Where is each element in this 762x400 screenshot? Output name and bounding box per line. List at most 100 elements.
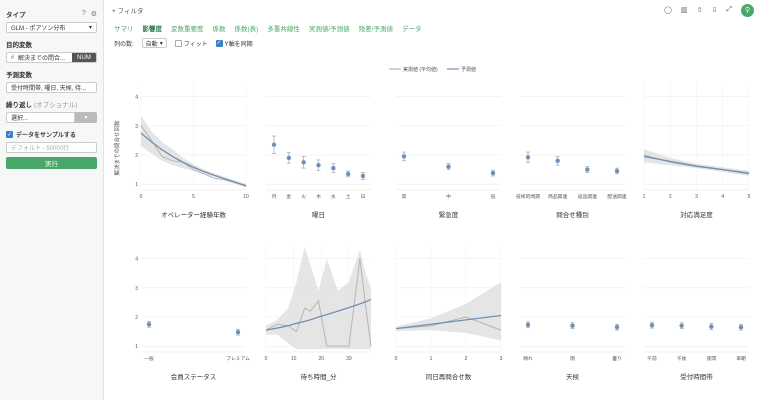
x-tick-label: 1	[430, 356, 433, 362]
target-label: 目的変数	[6, 42, 32, 49]
repeat-select[interactable]: 選択...	[6, 112, 75, 123]
x-tick-label: 4	[721, 194, 724, 200]
y-tick-label: 2	[135, 315, 138, 321]
sync-y-checkbox-row[interactable]: ✓ Y軸を同期	[215, 39, 253, 48]
share-icon[interactable]: ⇧	[696, 7, 703, 14]
data-point	[614, 168, 620, 174]
tab-5[interactable]: 多重共線性	[267, 26, 300, 33]
x-tick-label: 曇り	[612, 355, 622, 362]
chart-title: 問合せ種別	[556, 210, 589, 219]
x-tick-label: 0	[395, 356, 398, 362]
x-tick-label: 月	[272, 194, 277, 200]
x-tick-label: 10	[291, 356, 297, 362]
tab-0[interactable]: サマリ	[114, 26, 134, 33]
x-tick-label: 水	[331, 193, 336, 200]
num-badge: NUM	[72, 53, 96, 62]
data-point	[446, 164, 451, 169]
tab-3[interactable]: 係数	[212, 26, 226, 33]
chart-title: オペレーター経験年数	[161, 210, 227, 219]
expand-icon[interactable]: ⤢	[726, 6, 732, 13]
download-icon[interactable]: ⇩	[711, 7, 718, 14]
data-point	[738, 324, 744, 330]
main-panel: + フィルタ ◯ ▥ ⇧ ⇩ ⤢ ⚲ サマリ 影響度 変数重要度 係数 係数(表) 多重共…	[104, 0, 762, 400]
tab-8[interactable]: データ	[401, 26, 422, 33]
pin-icon[interactable]: ⚲	[741, 3, 754, 17]
target-field[interactable]: # 解決までの問合... NUM	[6, 52, 97, 63]
sync-y-checkbox[interactable]: ✓	[215, 39, 223, 47]
x-tick-label: 商品関連	[548, 193, 567, 200]
chart-title: 待ち時間_分	[300, 372, 337, 381]
help-icon[interactable]: ?	[81, 10, 86, 17]
repeat-label-row: 繰り返し (オプショナル)	[6, 99, 97, 109]
x-tick-label: 30	[346, 356, 352, 362]
options-row: 列の数: 自動 ▾ フィット ✓ Y軸を同期	[104, 36, 762, 50]
type-label: タイプ	[6, 12, 26, 19]
tab-1[interactable]: 影響度	[142, 26, 163, 33]
tab-4[interactable]: 係数(表)	[234, 26, 259, 33]
run-button[interactable]: 実行	[6, 157, 97, 169]
x-tick-label: 3	[695, 194, 698, 200]
comment-icon[interactable]: ◯	[664, 7, 673, 14]
data-point	[679, 323, 684, 328]
sample-checkbox[interactable]: ✓	[6, 131, 13, 138]
gear-icon[interactable]: ⚙	[90, 11, 97, 18]
data-point	[490, 170, 496, 176]
data-point	[525, 155, 531, 160]
chart-title: 緊急度	[439, 210, 459, 219]
sync-y-label: Y軸を同期	[224, 41, 253, 48]
data-point	[401, 154, 407, 159]
chart-icon[interactable]: ▥	[681, 7, 688, 14]
predictors-field[interactable]: 受付時間帯, 曜日, 天候, 待...	[6, 82, 97, 93]
y-tick-label: 4	[135, 95, 138, 101]
fit-checkbox[interactable]	[174, 39, 182, 47]
type-select-value: GLM - ポアソン分布	[11, 26, 66, 32]
fit-checkbox-row[interactable]: フィット	[174, 39, 208, 48]
y-tick-label: 1	[135, 182, 138, 188]
topbar: + フィルタ ◯ ▥ ⇧ ⇩ ⤢ ⚲	[104, 0, 762, 20]
x-tick-label: 午前	[647, 355, 657, 362]
x-tick-label: 土	[346, 193, 351, 200]
fit-label: フィット	[183, 41, 208, 48]
x-tick-label: 晴れ	[523, 355, 533, 362]
x-tick-label: 日	[361, 194, 366, 200]
tab-bar: サマリ 影響度 変数重要度 係数 係数(表) 多重共線性 実測値/予測値 残差/予測値 データ	[104, 20, 762, 36]
x-tick-label: 低	[491, 193, 496, 200]
y-tick-label: 2	[135, 153, 138, 159]
legend-predicted-label: 予測値	[461, 66, 476, 73]
chevron-down-icon: ▾	[159, 40, 163, 47]
sample-size-input[interactable]: デフォルト - 50000行	[6, 142, 97, 153]
tab-2[interactable]: 変数重要度	[171, 26, 204, 33]
chart-title: 受付時間帯	[680, 372, 713, 381]
sample-checkbox-row[interactable]: ✓ データをサンプルする	[6, 130, 97, 139]
target-value: 解決までの問合...	[18, 56, 66, 62]
x-tick-label: 中	[446, 193, 451, 200]
data-point	[360, 173, 366, 179]
x-tick-label: 火	[301, 194, 306, 200]
x-tick-label: 1	[643, 194, 646, 200]
x-tick-label: 2	[465, 356, 468, 362]
repeat-button[interactable]: ▾	[75, 112, 97, 123]
type-select[interactable]: GLM - ポアソン分布 ▾	[6, 22, 97, 33]
y-tick-label: 1	[135, 344, 138, 350]
y-tick-label: 3	[135, 124, 138, 130]
chevron-down-icon: ▾	[88, 25, 92, 31]
legend-actual-label: 実測値 (平均値)	[403, 66, 438, 73]
x-tick-label: 早朝	[736, 356, 746, 362]
x-tick-label: 返品関連	[578, 193, 597, 200]
actual-line	[395, 316, 502, 331]
x-tick-label: 20	[318, 356, 324, 362]
predicted-line	[265, 298, 372, 331]
columns-select[interactable]: 自動 ▾	[141, 38, 167, 48]
data-point	[345, 171, 351, 177]
tab-6[interactable]: 実測値/予測値	[308, 26, 350, 33]
chart-title: 天候	[566, 372, 580, 381]
confidence-band	[141, 115, 246, 188]
columns-label: 列の数:	[114, 41, 134, 48]
x-tick-label: 技術的問題	[516, 193, 540, 200]
add-filter-button[interactable]: + フィルタ	[112, 8, 144, 15]
x-tick-label: 0	[140, 194, 143, 200]
repeat-row: 選択... ▾	[6, 112, 97, 123]
confidence-band	[266, 246, 371, 350]
tab-7[interactable]: 残差/予測値	[358, 26, 393, 33]
